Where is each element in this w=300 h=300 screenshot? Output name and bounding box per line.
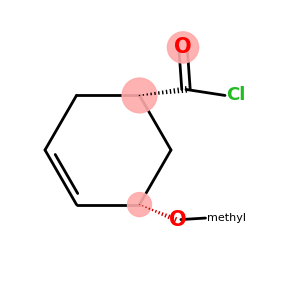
Circle shape [128,193,152,217]
Text: O: O [174,38,192,57]
Circle shape [167,32,199,63]
Text: O: O [169,210,187,230]
Circle shape [122,78,157,113]
Text: methyl: methyl [207,213,246,223]
Text: Cl: Cl [226,86,246,104]
